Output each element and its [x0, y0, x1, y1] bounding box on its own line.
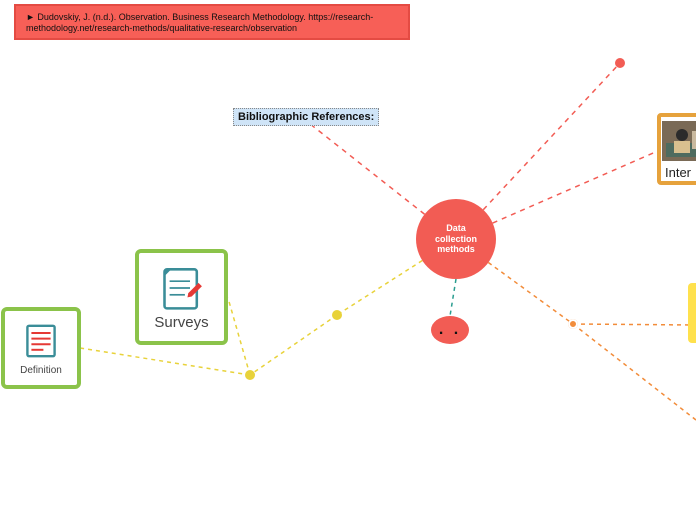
central-node[interactable]: Data collection methods: [416, 199, 496, 279]
bibliographic-heading: Bibliographic References:: [233, 108, 379, 126]
sub-bubble-label: . .: [439, 321, 461, 339]
central-node-label: Data collection methods: [435, 223, 477, 254]
interview-label: Inter: [661, 164, 696, 181]
reference-note[interactable]: ► Dudovskiy, J. (n.d.). Observation. Bus…: [14, 4, 410, 40]
surveys-node[interactable]: Surveys: [135, 249, 228, 345]
connector-dot: [615, 58, 625, 68]
surveys-label: Surveys: [154, 314, 208, 331]
interview-photo: [661, 117, 696, 164]
connector-dot: [332, 310, 342, 320]
reference-text: ► Dudovskiy, J. (n.d.). Observation. Bus…: [26, 12, 373, 33]
side-node-yellow[interactable]: [688, 283, 696, 343]
definition-icon: [19, 320, 62, 361]
connector-dot: [245, 370, 255, 380]
edges-layer: [0, 0, 696, 520]
definition-label: Definition: [20, 365, 62, 376]
connector-dot: [568, 319, 578, 329]
sub-bubble[interactable]: . .: [431, 316, 469, 344]
mindmap-canvas: ► Dudovskiy, J. (n.d.). Observation. Bus…: [0, 0, 696, 520]
definition-node[interactable]: Definition: [1, 307, 81, 389]
interview-node[interactable]: Inter: [657, 113, 696, 185]
surveys-icon: [156, 263, 207, 311]
